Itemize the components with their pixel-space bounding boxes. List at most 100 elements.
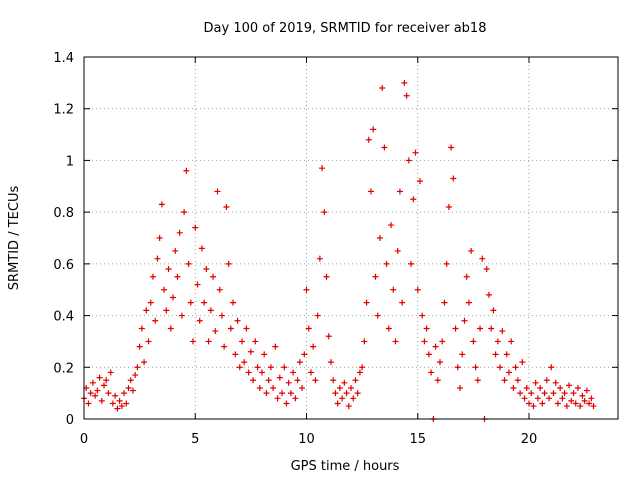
data-point: [263, 390, 270, 397]
data-point: [136, 343, 143, 350]
data-point: [165, 266, 172, 273]
data-point: [334, 400, 341, 407]
data-point: [321, 209, 328, 216]
data-point: [283, 400, 290, 407]
data-point: [359, 364, 366, 371]
data-point: [497, 364, 504, 371]
data-point: [508, 338, 515, 345]
data-point: [470, 338, 477, 345]
data-point: [87, 390, 94, 397]
data-point: [521, 395, 528, 402]
data-point: [154, 255, 161, 262]
data-point: [207, 307, 214, 314]
data-point: [532, 379, 539, 386]
data-point: [238, 338, 245, 345]
data-point: [488, 325, 495, 332]
data-point: [178, 312, 185, 319]
data-point: [103, 377, 110, 384]
data-point: [539, 400, 546, 407]
data-point: [185, 260, 192, 267]
data-point: [401, 79, 408, 86]
data-point: [412, 149, 419, 156]
data-point: [176, 229, 183, 236]
data-point: [245, 369, 252, 376]
data-point: [352, 377, 359, 384]
data-point: [205, 338, 212, 345]
data-point: [267, 364, 274, 371]
data-point: [519, 359, 526, 366]
data-point: [561, 390, 568, 397]
data-point: [534, 395, 541, 402]
data-point: [281, 364, 288, 371]
data-point: [227, 325, 234, 332]
data-point: [365, 136, 372, 143]
data-point: [439, 338, 446, 345]
data-point: [161, 286, 168, 293]
data-point: [109, 400, 116, 407]
data-point: [492, 351, 499, 358]
data-point: [441, 299, 448, 306]
data-point: [350, 395, 357, 402]
data-point: [483, 266, 490, 273]
grid-layer: [84, 57, 618, 419]
data-point: [399, 299, 406, 306]
data-point: [505, 369, 512, 376]
data-point: [548, 364, 555, 371]
data-point: [314, 312, 321, 319]
data-point: [559, 395, 566, 402]
data-point: [588, 395, 595, 402]
data-point: [583, 387, 590, 394]
data-point: [468, 247, 475, 254]
data-point: [392, 338, 399, 345]
data-point: [287, 390, 294, 397]
data-point: [198, 245, 205, 252]
data-point: [92, 392, 99, 399]
data-point: [437, 359, 443, 366]
data-point: [285, 379, 292, 386]
data-point: [503, 351, 510, 358]
data-point: [490, 307, 497, 314]
data-point: [423, 325, 430, 332]
data-point: [230, 299, 237, 306]
data-points: [81, 79, 597, 422]
data-point: [290, 369, 297, 376]
data-point: [332, 390, 339, 397]
data-point: [129, 387, 136, 394]
data-point: [541, 390, 548, 397]
data-point: [550, 390, 557, 397]
data-point: [319, 165, 326, 172]
data-point: [85, 400, 92, 407]
data-point: [276, 374, 283, 381]
x-tick-label: 0: [80, 432, 88, 447]
data-point: [341, 379, 348, 386]
data-point: [216, 286, 223, 293]
x-tick-labels: 0 5 10 15 20: [80, 432, 537, 447]
data-point: [579, 392, 586, 399]
data-point: [123, 400, 130, 407]
data-point: [218, 312, 225, 319]
data-point: [296, 359, 303, 366]
data-point: [374, 312, 381, 319]
data-point: [457, 384, 464, 391]
data-point: [305, 325, 312, 332]
data-point: [310, 343, 317, 350]
data-point: [514, 377, 521, 384]
data-point: [114, 405, 121, 412]
y-tick-label: 0.6: [53, 258, 74, 273]
data-point: [336, 384, 343, 391]
data-point: [158, 201, 165, 208]
data-point: [203, 266, 210, 273]
data-point: [254, 364, 261, 371]
data-point: [499, 328, 506, 335]
data-point: [557, 384, 564, 391]
data-point: [118, 403, 125, 410]
y-tick-label: 0.8: [53, 206, 74, 221]
data-point: [330, 377, 337, 384]
y-tick-label: 1.2: [53, 103, 74, 118]
data-point: [361, 338, 368, 345]
data-point: [368, 188, 375, 195]
data-point: [572, 400, 579, 407]
data-point: [501, 377, 508, 384]
data-point: [134, 364, 141, 371]
data-point: [512, 364, 519, 371]
